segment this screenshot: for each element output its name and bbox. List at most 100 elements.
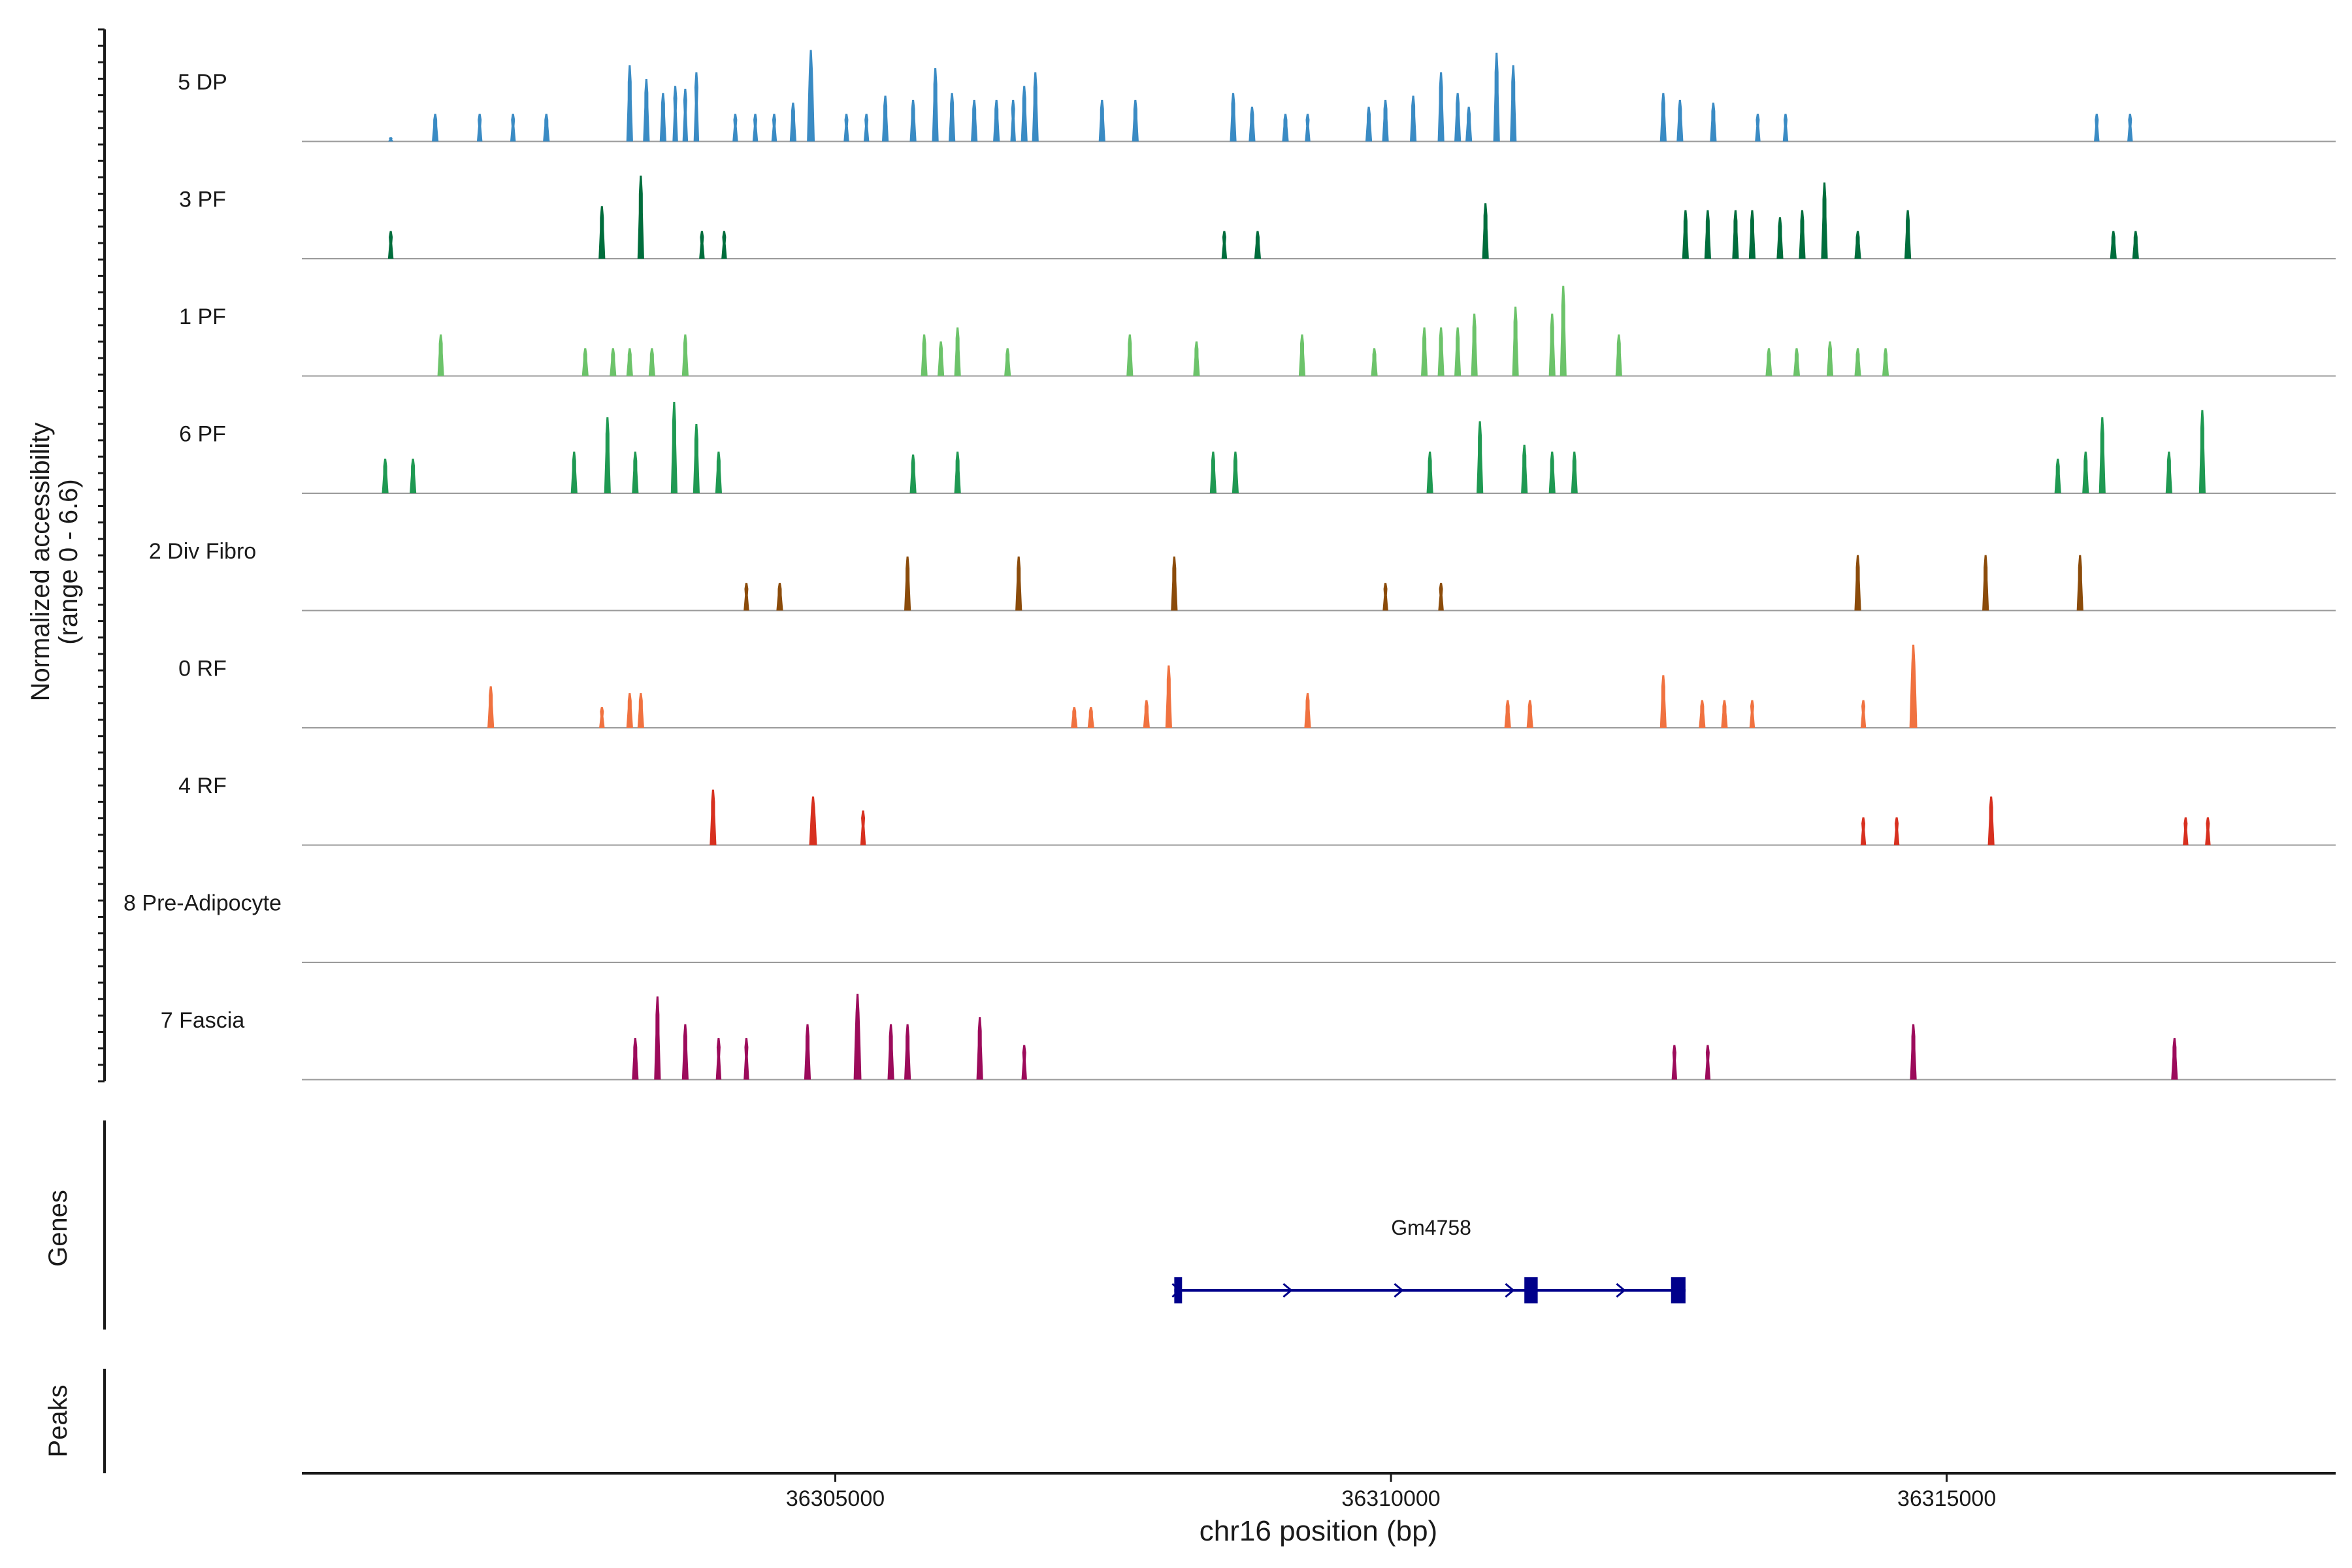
coverage-peak [1526,700,1533,728]
peaks-panel: Peaks [44,1369,106,1473]
coverage-peak [2165,451,2172,493]
coverage-peak [1193,341,1200,376]
x-tick-label: 36310000 [1341,1486,1440,1511]
coverage-peak [626,348,633,376]
coverage-peak [1098,99,1105,142]
coverage-peak [743,583,749,611]
strand-arrow [1282,1282,1293,1298]
coverage-y-axis [98,28,106,1083]
coverage-peak [1021,86,1028,142]
coverage-peak [1382,583,1388,611]
coverage-peak [387,231,394,259]
coverage-peak [432,114,439,142]
y-axis-label-line-1: Normalized accessibility [26,423,55,702]
coverage-peak [2183,817,2189,845]
coverage-peak [904,556,911,611]
coverage-peak [1548,451,1556,493]
coverage-peak [1465,106,1473,142]
coverage-peak [954,451,961,493]
coverage-peak [1571,451,1578,493]
coverage-peak [1010,99,1016,142]
coverage-peak [1755,114,1761,142]
coverage-peak [682,88,689,142]
coverage-peak [938,341,945,376]
coverage-peak [715,451,723,493]
coverage-peak [1230,93,1237,142]
coverage-peak [604,417,611,493]
coverage-peak [771,114,777,142]
track-label: 2 Div Fibro [149,539,256,564]
coverage-peak [1409,95,1417,142]
coverage-peak [1765,348,1772,376]
coverage-peak [1854,231,1861,259]
coverage-peak [721,231,727,259]
track-label: 8 Pre-Adipocyte [123,891,282,916]
track-label: 3 PF [179,188,226,212]
coverage-peak [1521,444,1528,493]
coverage-peak [1493,52,1500,142]
coverage-peak [437,334,444,376]
coverage-tracks: 5 DP 3 PF 1 PF 6 PF 2 Div Fibro 0 RF 4 RF 8 Pre… [123,50,2336,1081]
coverage-peak [693,423,700,493]
coverage-peak [1209,451,1217,493]
coverage-peak [599,707,605,728]
x-axis-label: chr16 position (bp) [1200,1515,1437,1547]
coverage-peak [570,451,578,493]
coverage-peak [715,1037,722,1080]
coverage-peak [1560,286,1567,376]
coverage-peak [776,583,783,611]
coverage-peak [1304,693,1311,728]
coverage-peak [1454,327,1462,376]
coverage-peak [1438,583,1444,611]
coverage-peak [598,206,606,259]
x-tick-label: 36305000 [786,1486,885,1511]
coverage-peak [2205,817,2211,845]
coverage-peak [2094,114,2100,142]
coverage-peak [807,50,815,142]
coverage-peak [1659,675,1667,728]
coverage-peak [410,458,417,493]
coverage-peak [1893,817,1900,845]
genes-panel: Genes Gm4758 [44,1120,1686,1330]
coverage-peak [2054,458,2061,493]
coverage-peak [1704,210,1711,259]
coverage-peak [1710,103,1717,142]
coverage-peak [1015,556,1022,611]
coverage-peak [1004,348,1011,376]
track-4-rf: 4 RF [178,774,2336,846]
coverage-peak [887,1024,894,1080]
coverage-peak [1143,700,1150,728]
coverage-peak [809,796,817,845]
x-ticks: 36305000 36310000 36315000 [786,1473,1996,1511]
coverage-peak [1793,348,1801,376]
coverage-peak [732,114,738,142]
coverage-peak [626,65,633,142]
coverage-peak [1826,341,1834,376]
track-label: 5 DP [178,70,227,95]
coverage-peak [1748,210,1756,259]
coverage-peak [949,93,956,142]
coverage-peak [1437,327,1445,376]
gene-exon [1524,1277,1538,1303]
coverage-peak [581,348,589,376]
coverage-peak [1659,93,1667,142]
coverage-peak [1126,334,1134,376]
coverage-peak [993,99,1000,142]
coverage-peak [1882,348,1889,376]
track-label: 0 RF [178,657,227,681]
coverage-peak [1132,99,1139,142]
coverage-peak [1298,334,1306,376]
coverage-peak [1282,114,1289,142]
coverage-peak [643,79,650,142]
coverage-peak [1721,700,1728,728]
x-tick-label: 36315000 [1897,1486,1996,1511]
coverage-peak [1021,1045,1027,1080]
coverage-peak [1860,817,1867,845]
coverage-peak [1221,231,1228,259]
coverage-peak [1365,106,1373,142]
coverage-peak [681,1024,689,1080]
coverage-peak [921,334,928,376]
coverage-peak [1254,231,1262,259]
track-label: 1 PF [179,304,226,329]
track-8-pre-adipocyte: 8 Pre-Adipocyte [123,891,2336,963]
